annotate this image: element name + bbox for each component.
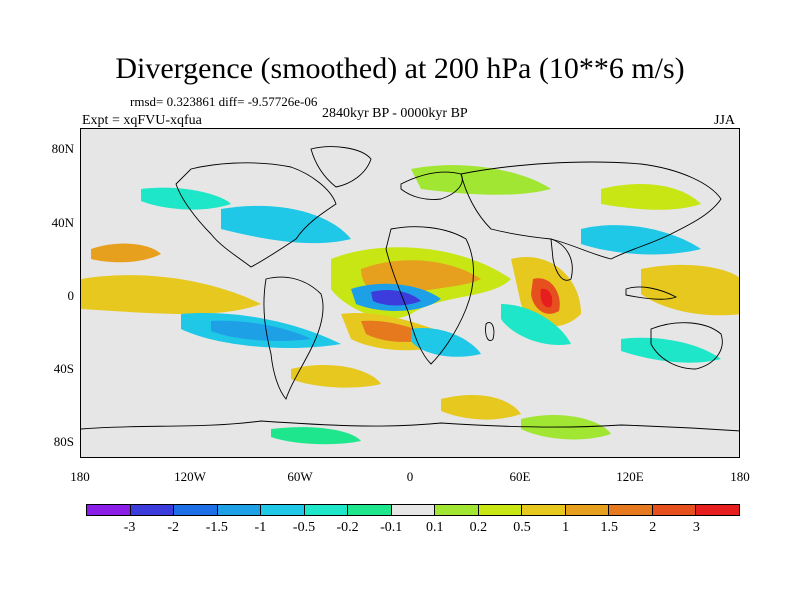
colorbar-label: 0.2 (469, 520, 488, 535)
coast-indonesia (625, 286, 678, 300)
colorbar-label: -1.5 (205, 520, 228, 535)
time-period-label: 2840kyr BP - 0000kyr BP (322, 106, 468, 121)
pos-region-southern-ocean (441, 394, 521, 420)
colorbar-label: -2 (167, 520, 180, 535)
neg-region-north (141, 187, 231, 210)
neg-region-pacific-core (211, 320, 311, 342)
coast-south-america (263, 276, 324, 400)
colorbar-label: 1.5 (600, 520, 618, 535)
rmsd-diff-stats: rmsd= 0.323861 diff= -9.57726e-06 (130, 94, 318, 109)
colorbar-swatch (348, 505, 392, 515)
lon-label-180e: 180 (730, 469, 750, 484)
colorbar-label: -0.1 (380, 520, 403, 535)
colorbar-swatch (87, 505, 131, 515)
colorbar-swatch (522, 505, 566, 515)
lon-label-120w: 120W (174, 469, 206, 484)
coast-antarctica (81, 420, 739, 432)
colorbar-label: -3 (123, 520, 136, 535)
season-label: JJA (714, 113, 736, 128)
colorbar-swatch (435, 505, 479, 515)
coast-europe (400, 171, 463, 200)
neg-region-asia (581, 225, 701, 255)
neg-region-antarctic (271, 427, 361, 445)
pos-region-north-pacific (91, 243, 161, 263)
colorbar-swatch (130, 505, 175, 515)
neg-region-south-indian (621, 337, 721, 363)
lon-label-180w: 180 (70, 469, 90, 484)
colorbar-label: 3 (692, 520, 700, 535)
divergence-map (81, 146, 739, 445)
colorbar-label: 0.1 (426, 520, 444, 535)
pos-region-pacific-east (81, 275, 261, 314)
colorbar-label: -0.2 (336, 520, 359, 535)
colorbar-label: 0.5 (513, 520, 531, 535)
colorbar-label: -0.5 (292, 520, 316, 535)
coast-greenland (310, 146, 372, 188)
coast-madagascar (485, 322, 495, 342)
lon-label-60w: 60W (287, 469, 313, 484)
lon-label-120e: 120E (616, 469, 644, 484)
colorbar-label: 1 (562, 520, 570, 535)
pos-region-pacific-west (641, 264, 739, 316)
map-panel (80, 128, 740, 458)
colorbar (86, 504, 740, 516)
lat-label-80s: 80S (53, 434, 74, 449)
colorbar-swatch (261, 505, 305, 515)
pos-region-south-pacific (291, 364, 381, 388)
lat-label-40n: 40N (51, 215, 74, 230)
colorbar-swatch (652, 505, 697, 515)
figure-title: Divergence (smoothed) at 200 hPa (10**6 … (115, 52, 685, 85)
pos-region-indian-peak (540, 288, 553, 308)
pos-region-asia-north (601, 184, 701, 210)
lat-label-80n: 80N (51, 141, 74, 156)
coast-north-america (175, 162, 337, 268)
colorbar-swatch (478, 505, 523, 515)
colorbar-swatch (217, 505, 262, 515)
neg-region-west-africa (411, 328, 481, 357)
negative-anomaly-regions (141, 187, 721, 445)
coast-asia (460, 161, 722, 260)
neg-region-indian-south (501, 304, 571, 345)
pos-region-eurasia (411, 165, 551, 195)
lat-label-0: 0 (67, 288, 75, 303)
colorbar-label: 2 (649, 520, 657, 535)
experiment-label: Expt = xqFVU-xqfua (82, 113, 202, 128)
colorbar-swatch (304, 505, 349, 515)
lon-label-60e: 60E (509, 469, 531, 484)
colorbar-label: -1 (254, 520, 267, 535)
colorbar-swatch (696, 505, 739, 515)
coast-africa (385, 226, 474, 365)
colorbar-swatch (174, 505, 218, 515)
neg-region-north-atlantic (221, 205, 351, 244)
neg-region-atlantic-core (371, 290, 421, 306)
colorbar-swatch (565, 505, 610, 515)
lat-label-40s: 40S (53, 361, 74, 376)
coast-australia (650, 322, 723, 370)
colorbar-swatch (391, 505, 436, 515)
lon-label-0: 0 (406, 469, 414, 484)
coastlines (81, 146, 739, 432)
colorbar-swatch (609, 505, 653, 515)
coast-india (550, 238, 573, 281)
